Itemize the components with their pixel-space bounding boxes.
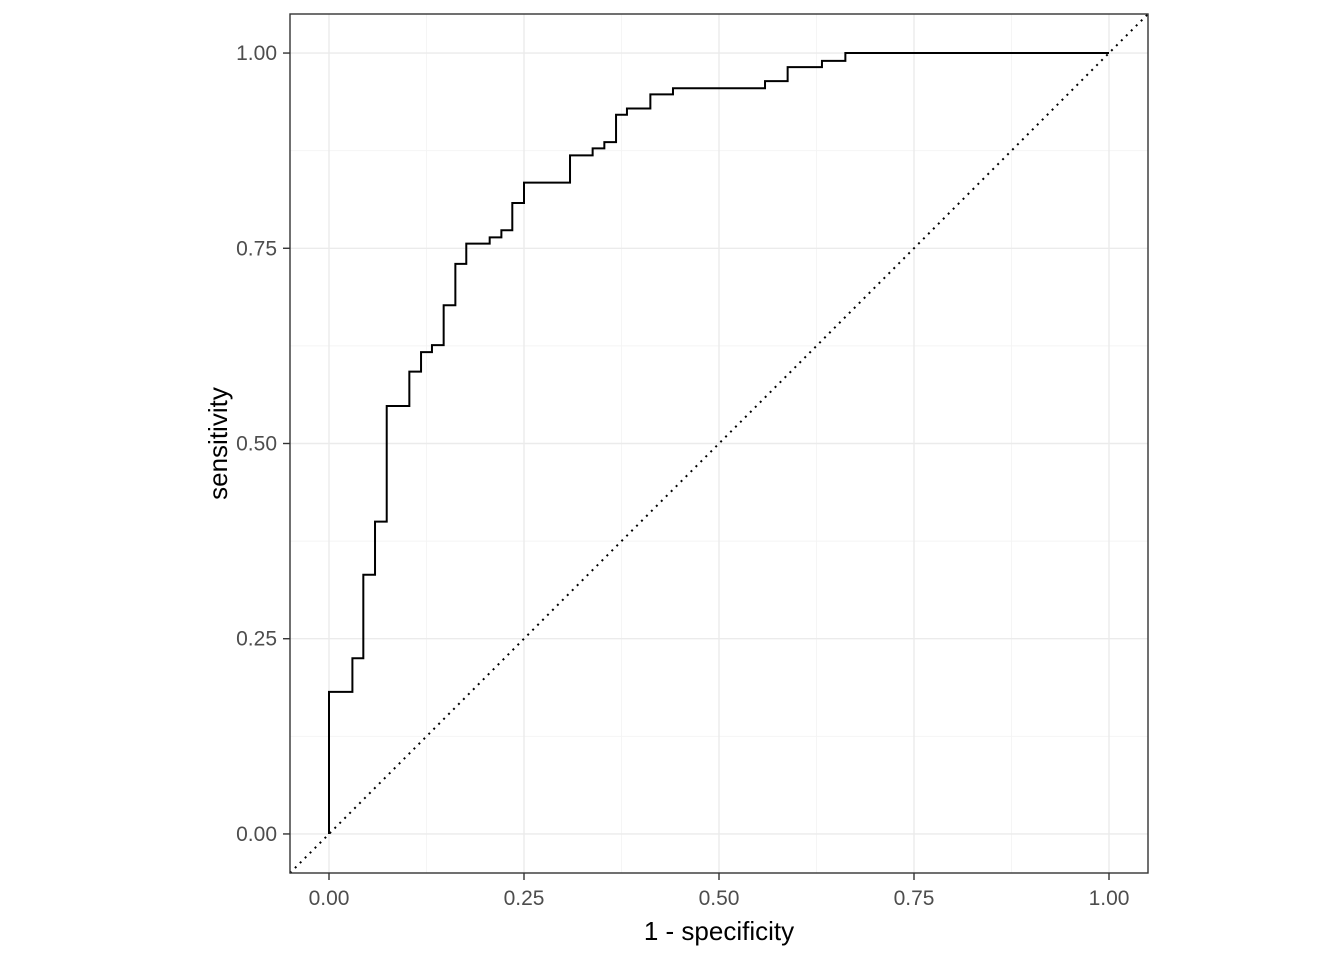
x-tick-label: 1.00 [1089,887,1130,910]
roc-line [328,52,1109,834]
y-tick-label: 0.00 [236,823,277,846]
y-tick-label: 0.50 [236,433,277,456]
x-tick-label: 0.25 [504,887,545,910]
grid [290,14,1148,873]
y-axis: 0.00 0.25 0.50 0.75 1.00 [236,42,290,846]
x-axis: 0.00 0.25 0.50 0.75 1.00 [309,873,1130,910]
x-tick-label: 0.00 [309,887,350,910]
y-axis-title: sensitivity [203,387,233,500]
y-tick-label: 1.00 [236,42,277,65]
x-tick-label: 0.75 [894,887,935,910]
x-axis-title: 1 - specificity [644,916,794,946]
x-tick-label: 0.50 [699,887,740,910]
y-tick-label: 0.25 [236,628,277,651]
roc-curve [328,52,1109,834]
y-tick-label: 0.75 [236,237,277,260]
